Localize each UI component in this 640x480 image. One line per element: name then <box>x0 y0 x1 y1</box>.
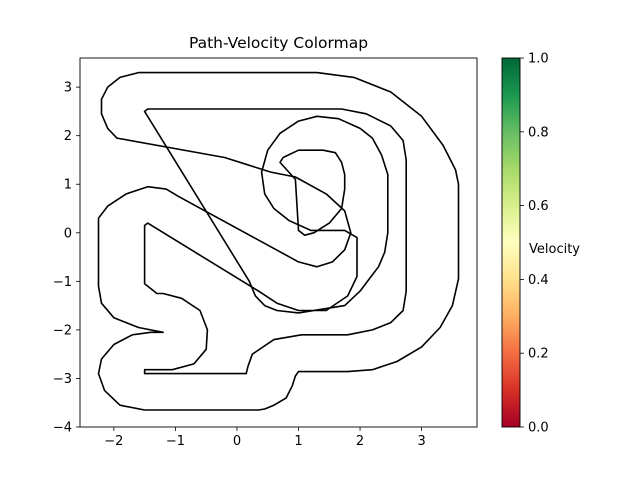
plot-area: −2 −1 0 1 2 3 3 2 1 0 −1 −2 −3 −4 <box>53 57 478 449</box>
y-tick-label: −2 <box>53 323 72 338</box>
series-layer <box>97 71 460 411</box>
x-tick-label: 1 <box>294 434 302 449</box>
x-tick-label: 0 <box>233 434 241 449</box>
colorbar-tick-label: 0.8 <box>528 125 549 140</box>
colorbar-label: Velocity <box>529 242 580 257</box>
series-line-inner-boundary <box>143 108 407 375</box>
x-tick-label: −1 <box>166 434 185 449</box>
x-tick-label: −2 <box>104 434 123 449</box>
x-axis: −2 −1 0 1 2 3 <box>104 427 426 449</box>
colorbar-ticks: 0.0 0.2 0.4 0.6 0.8 1.0 <box>520 52 549 436</box>
colorbar-tick-label: 0.0 <box>528 421 549 436</box>
y-tick-label: 0 <box>64 226 72 241</box>
colorbar-gradient <box>502 58 520 427</box>
series-line-center-loop <box>279 149 346 236</box>
y-tick-label: −4 <box>53 421 72 436</box>
y-tick-label: 1 <box>64 178 72 193</box>
y-axis: 3 2 1 0 −1 −2 −3 −4 <box>53 81 80 436</box>
x-tick-label: 2 <box>356 434 364 449</box>
chart-title: Path-Velocity Colormap <box>189 34 368 52</box>
axes-frame <box>79 57 478 428</box>
y-tick-label: 2 <box>64 129 72 144</box>
colorbar-tick-label: 0.2 <box>528 347 549 362</box>
y-tick-label: −1 <box>53 275 72 290</box>
colorbar-frame <box>501 57 521 428</box>
y-tick-label: 3 <box>64 81 72 96</box>
x-tick-label: 3 <box>417 434 425 449</box>
colorbar: 0.0 0.2 0.4 0.6 0.8 1.0 Velocity <box>501 52 580 436</box>
series-line-outer-boundary <box>97 71 460 411</box>
y-tick-label: −3 <box>53 372 72 387</box>
colorbar-tick-label: 0.6 <box>528 199 549 214</box>
colorbar-tick-label: 0.4 <box>528 273 549 288</box>
colorbar-tick-label: 1.0 <box>528 52 549 67</box>
